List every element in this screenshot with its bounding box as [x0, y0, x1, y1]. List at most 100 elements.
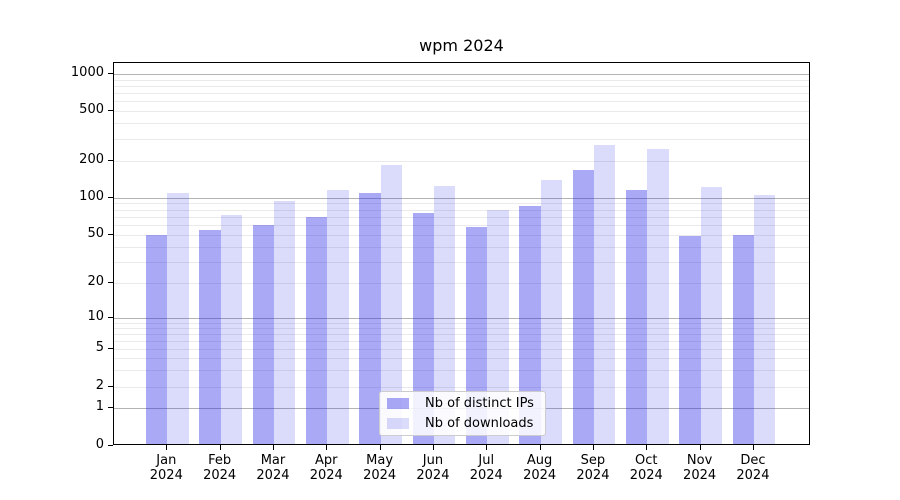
bar-distinct-ips — [146, 234, 168, 444]
x-tick-mark — [326, 445, 328, 450]
x-tick-mark — [539, 445, 541, 450]
y-tick-label: 5 — [95, 340, 104, 356]
legend-label-downloads: Nb of downloads — [425, 416, 534, 431]
gridline-minor — [114, 111, 809, 112]
bar-downloads — [487, 209, 509, 444]
y-tick-mark — [108, 233, 113, 235]
y-tick-mark — [108, 281, 113, 283]
gridline-minor — [114, 209, 809, 211]
y-tick-mark — [108, 110, 113, 111]
y-tick-mark — [108, 196, 113, 198]
x-tick-mark — [592, 445, 594, 450]
x-tick-label: Apr 2024 — [294, 453, 358, 483]
gridline-minor — [114, 340, 809, 342]
gridline-minor — [114, 358, 809, 360]
gridline-minor — [114, 261, 809, 263]
x-tick-mark — [166, 445, 168, 450]
y-tick-label: 1000 — [70, 65, 104, 80]
x-tick-mark — [646, 445, 648, 450]
x-tick-mark — [272, 445, 274, 450]
x-tick-year: 2024 — [363, 468, 397, 483]
x-tick-label: Feb 2024 — [188, 453, 252, 483]
x-tick-label: Jun 2024 — [401, 453, 465, 483]
bar-downloads — [273, 201, 296, 444]
x-tick-mark — [219, 445, 221, 450]
bar-downloads — [647, 148, 669, 444]
x-tick-label: Dec 2024 — [721, 453, 785, 483]
gridline-minor — [114, 85, 809, 87]
bar-distinct-ips — [412, 213, 434, 444]
x-tick-label: Jul 2024 — [454, 453, 518, 483]
x-tick-mark — [699, 445, 701, 450]
gridline-minor — [114, 349, 809, 351]
bar-downloads — [593, 145, 616, 444]
gridline-minor — [114, 370, 809, 372]
gridline-minor — [114, 93, 809, 95]
y-tick-mark — [108, 316, 113, 318]
bar-distinct-ips — [625, 189, 648, 444]
bar-distinct-ips — [359, 192, 381, 444]
gridline-minor — [114, 387, 809, 388]
x-tick-year: 2024 — [203, 468, 237, 483]
x-tick-mark — [379, 445, 381, 450]
x-tick-year: 2024 — [149, 468, 183, 483]
y-tick-label: 100 — [79, 188, 104, 204]
x-tick-label: Jan 2024 — [134, 453, 198, 483]
legend-swatch-downloads — [387, 418, 409, 429]
bar-downloads — [700, 187, 722, 444]
x-tick-label: Oct 2024 — [614, 453, 678, 483]
x-tick-label: Aug 2024 — [508, 453, 572, 483]
gridline-minor — [114, 322, 809, 324]
gridline-minor — [114, 123, 809, 125]
plot-area — [113, 62, 810, 445]
gridline-minor — [114, 234, 809, 236]
x-tick-year: 2024 — [523, 468, 557, 483]
y-tick-label: 20 — [87, 273, 104, 289]
y-tick-mark — [108, 407, 113, 409]
y-tick-mark — [108, 386, 113, 387]
x-tick-label: May 2024 — [348, 453, 412, 483]
bar-distinct-ips — [252, 225, 274, 444]
y-tick-label: 500 — [79, 102, 104, 117]
legend-entry-distinct-ips: Nb of distinct IPs — [380, 394, 545, 414]
bar-distinct-ips — [199, 229, 221, 444]
bar-distinct-ips — [572, 170, 594, 444]
gridline-minor — [114, 203, 809, 205]
legend-label-distinct-ips: Nb of distinct IPs — [425, 396, 534, 411]
gridline-minor — [114, 333, 809, 335]
gridline-minor — [114, 79, 809, 81]
bar-distinct-ips — [732, 234, 754, 444]
x-tick-year: 2024 — [629, 468, 663, 483]
gridline-minor — [114, 282, 809, 284]
y-tick-label: 1 — [95, 399, 104, 415]
gridline-major — [114, 317, 809, 319]
bar-distinct-ips — [519, 206, 541, 444]
x-tick-year: 2024 — [683, 468, 717, 483]
gridline-minor — [114, 160, 809, 162]
x-tick-mark — [432, 445, 434, 450]
y-tick-label: 2 — [95, 378, 104, 393]
gridline-minor — [114, 101, 809, 103]
x-tick-label: Nov 2024 — [668, 453, 732, 483]
legend-swatch-distinct-ips — [387, 398, 409, 409]
legend: Nb of distinct IPs Nb of downloads — [379, 391, 546, 436]
x-tick-year: 2024 — [576, 468, 610, 483]
gridline-minor — [114, 138, 809, 140]
gridline-major — [114, 197, 809, 199]
x-tick-mark — [752, 445, 754, 450]
y-tick-label: 0 — [95, 436, 104, 452]
y-tick-mark — [108, 159, 113, 161]
y-tick-mark — [108, 73, 113, 74]
bar-distinct-ips — [465, 226, 488, 444]
x-tick-year: 2024 — [736, 468, 770, 483]
legend-entry-downloads: Nb of downloads — [380, 414, 545, 434]
bar-downloads — [220, 215, 242, 444]
x-tick-year: 2024 — [416, 468, 450, 483]
x-tick-year: 2024 — [469, 468, 503, 483]
x-tick-label: Mar 2024 — [241, 453, 305, 483]
x-tick-year: 2024 — [309, 468, 343, 483]
gridline-minor — [114, 327, 809, 329]
bar-downloads — [753, 195, 776, 444]
gridline-minor — [114, 216, 809, 218]
